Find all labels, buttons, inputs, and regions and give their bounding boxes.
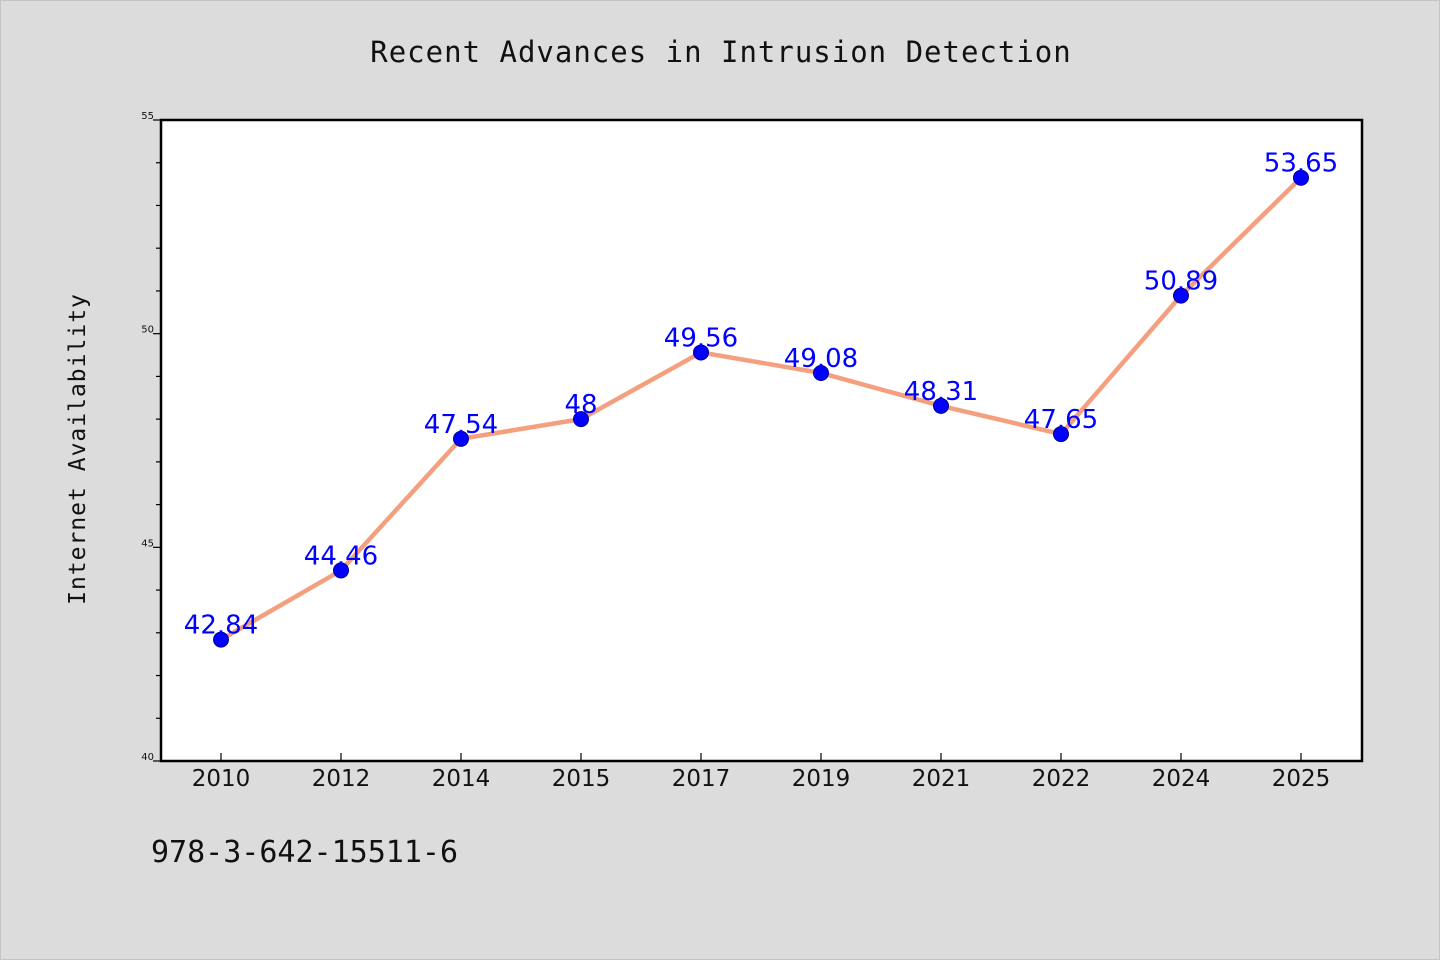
- x-axis: 2010 2012 2014 2015 2017 2019 2021 2022 2024 2025: [192, 753, 1331, 792]
- data-label: 47.54: [424, 410, 498, 440]
- data-label: 47.65: [1024, 405, 1098, 435]
- y-tick-label: 50: [141, 325, 154, 336]
- data-point: [573, 411, 589, 428]
- isbn-text: 978-3-642-15511-6: [151, 835, 459, 870]
- x-tick-label: 2010: [192, 766, 251, 792]
- data-point: [813, 364, 829, 381]
- x-tick-label: 2025: [1272, 766, 1331, 792]
- chart-title: Recent Advances in Intrusion Detection: [370, 35, 1072, 69]
- plot-area: [159, 118, 1364, 763]
- data-label: 49.56: [664, 323, 738, 353]
- y-tick-label: 55: [141, 111, 154, 122]
- data-point: [693, 344, 709, 361]
- x-tick-label: 2017: [672, 766, 731, 792]
- data-labels: 42.84 44.46 47.54 48 49.56 49.08 48.31 47.65 50.…: [184, 149, 1338, 641]
- data-label: 42.84: [184, 611, 258, 641]
- data-point: [1293, 169, 1309, 186]
- data-label: 48: [564, 390, 597, 420]
- y-tick-label: 45: [141, 538, 154, 549]
- x-tick-label: 2021: [912, 766, 971, 792]
- y-tick-label: 40: [141, 752, 154, 763]
- data-points: [213, 169, 1309, 648]
- data-label: 49.08: [784, 344, 858, 374]
- data-label: 53.65: [1264, 149, 1338, 179]
- x-tick-label: 2019: [792, 766, 851, 792]
- data-point: [453, 430, 469, 447]
- data-point: [1173, 287, 1189, 304]
- x-tick-label: 2012: [312, 766, 371, 792]
- x-tick-label: 2014: [432, 766, 491, 792]
- data-label: 50.89: [1144, 267, 1218, 297]
- x-tick-label: 2024: [1152, 766, 1211, 792]
- x-tick-label: 2022: [1032, 766, 1091, 792]
- data-point: [213, 631, 229, 648]
- data-point: [933, 397, 949, 414]
- data-label: 44.46: [304, 541, 378, 571]
- data-label: 48.31: [904, 377, 978, 407]
- y-axis: 40 45 50 55: [141, 111, 161, 763]
- data-point: [1053, 426, 1069, 443]
- x-tick-label: 2015: [552, 766, 611, 792]
- data-point: [333, 562, 349, 579]
- series-line: [218, 175, 1304, 642]
